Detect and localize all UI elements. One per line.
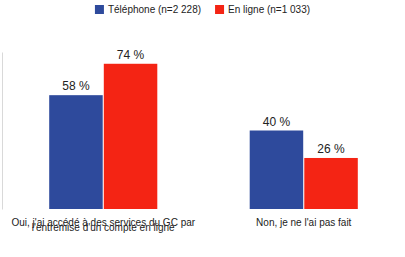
x-axis: Oui, j'ai accédé à des services du GC pa…: [11, 209, 351, 233]
bar: [49, 95, 102, 209]
legend-label: Téléphone (n=2 228): [108, 4, 201, 15]
data-label: 26 %: [317, 142, 345, 156]
x-tick-label: Non, je ne l'ai pas fait: [256, 217, 352, 228]
x-tick: Oui, j'ai accédé à des services du GC pa…: [11, 209, 195, 233]
data-label: 74 %: [117, 48, 145, 62]
chart: 58 % 40 % 74 % 26 % Oui, j'ai accédé à des s…: [0, 0, 405, 257]
legend-label: En ligne (n=1 033): [228, 4, 310, 15]
bar: [250, 131, 303, 210]
bar: [104, 64, 157, 209]
y-axis-line: [2, 53, 3, 210]
data-labels: 58 % 40 % 74 % 26 %: [62, 48, 345, 156]
legend-item: En ligne (n=1 033): [215, 4, 310, 15]
x-tick-label-line: Non, je ne l'ai pas fait: [256, 217, 352, 228]
bars: [49, 64, 358, 209]
data-label: 58 %: [62, 79, 90, 93]
x-tick-label-line: l'entremise d'un compte en ligne: [32, 222, 175, 233]
x-tick: Non, je ne l'ai pas fait: [256, 209, 352, 228]
legend-swatch: [95, 5, 104, 14]
data-label: 40 %: [263, 115, 291, 129]
y-axis: [2, 53, 3, 210]
x-tick-label: Oui, j'ai accédé à des services du GC pa…: [11, 217, 195, 233]
legend-swatch: [215, 5, 224, 14]
legend-item: Téléphone (n=2 228): [95, 4, 201, 15]
legend: Téléphone (n=2 228) En ligne (n=1 033): [95, 4, 310, 15]
bar: [304, 158, 357, 209]
